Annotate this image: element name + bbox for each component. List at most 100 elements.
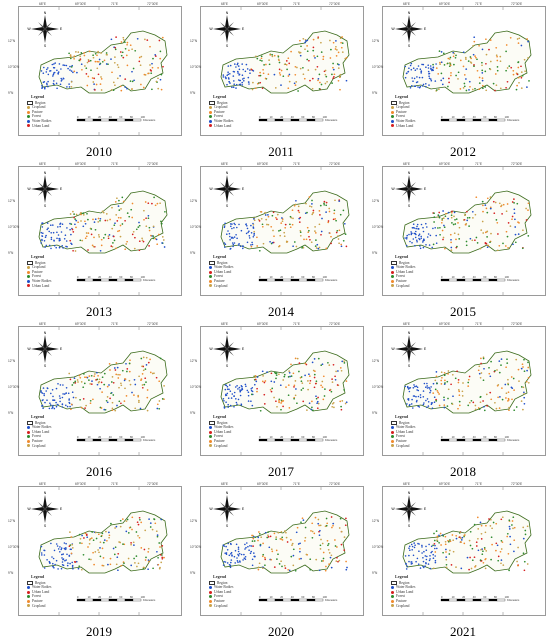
- legend-item: Cropland: [209, 444, 233, 449]
- land-use-point: [264, 558, 267, 561]
- water-point: [58, 246, 61, 249]
- legend-item: Pasture: [209, 599, 233, 604]
- land-use-point: [514, 233, 517, 236]
- land-use-point: [311, 199, 313, 202]
- map-legend: Legend Region Water Bodies Urban Land Forest…: [209, 254, 233, 288]
- land-use-point: [126, 370, 128, 373]
- land-use-point: [115, 214, 118, 216]
- land-use-point: [116, 77, 119, 80]
- scale-tick-label: 20: [462, 595, 465, 599]
- water-point: [66, 405, 69, 408]
- land-use-point: [344, 402, 347, 405]
- land-use-point: [88, 539, 91, 541]
- land-use-point: [119, 217, 122, 219]
- land-use-point: [257, 566, 260, 569]
- water-point: [230, 237, 233, 239]
- land-use-point: [276, 213, 279, 216]
- land-use-point: [288, 62, 291, 65]
- land-use-point: [104, 408, 107, 411]
- land-use-point: [126, 64, 129, 67]
- land-use-point: [256, 376, 259, 378]
- land-use-point: [260, 57, 263, 60]
- land-use-point: [518, 380, 520, 382]
- water-point: [247, 231, 249, 234]
- land-use-point: [133, 544, 135, 546]
- land-use-point: [156, 535, 159, 538]
- land-use-point: [474, 87, 476, 90]
- land-use-point: [70, 85, 73, 88]
- water-point: [61, 564, 64, 566]
- land-use-point: [111, 401, 114, 404]
- land-use-point: [289, 223, 291, 226]
- land-use-point: [468, 568, 470, 571]
- legend-item: Pasture: [209, 279, 233, 284]
- legend-swatch: [209, 595, 212, 599]
- scale-tick-label: 20: [280, 115, 283, 119]
- longitude-label: 68°E: [221, 2, 228, 6]
- land-use-point: [293, 397, 295, 400]
- water-point: [427, 64, 429, 66]
- land-use-point: [342, 239, 345, 242]
- scale-tick-label: 0: [259, 595, 261, 599]
- map-legend: Legend Region Water Bodies Urban Land Forest…: [209, 414, 233, 449]
- land-use-point: [295, 245, 298, 248]
- land-use-point: [432, 557, 435, 560]
- scale-tick-label: 10: [270, 595, 273, 599]
- land-use-point: [334, 378, 337, 381]
- land-use-point: [463, 85, 466, 88]
- land-use-point: [518, 81, 520, 84]
- land-use-point: [122, 36, 125, 39]
- water-point: [424, 555, 427, 557]
- land-use-point: [481, 79, 484, 82]
- land-use-point: [311, 522, 314, 525]
- land-use-point: [480, 362, 482, 365]
- water-point: [60, 231, 63, 233]
- water-point: [416, 225, 418, 228]
- land-use-point: [114, 222, 116, 225]
- land-use-point: [261, 380, 264, 383]
- water-point: [57, 234, 60, 236]
- scale-tick-label: 0: [77, 115, 79, 119]
- water-point: [247, 394, 250, 397]
- land-use-point: [139, 518, 141, 521]
- water-point: [45, 390, 47, 392]
- land-use-point: [282, 405, 284, 408]
- land-use-point: [328, 210, 331, 213]
- scale-tick-label: 80: [130, 435, 133, 439]
- land-use-point: [138, 399, 140, 402]
- legend-item: Region: [27, 100, 51, 106]
- map-panel-2015: N S W E 0 10 20 40 60 80 100 Kilometers 68°E 69°30'E 7…: [372, 162, 546, 296]
- land-use-point: [315, 558, 318, 561]
- land-use-point: [521, 74, 524, 77]
- land-use-point: [447, 211, 450, 214]
- land-use-point: [333, 209, 336, 212]
- land-use-point: [135, 531, 138, 533]
- land-use-point: [84, 532, 87, 535]
- land-use-point: [80, 63, 83, 66]
- legend-item: Pasture: [391, 599, 415, 604]
- water-point: [240, 553, 243, 556]
- land-use-point: [461, 390, 464, 393]
- land-use-point: [137, 395, 140, 398]
- land-use-point: [161, 545, 164, 547]
- land-use-point: [334, 375, 336, 378]
- legend-swatch: [391, 604, 394, 608]
- land-use-point: [160, 518, 163, 521]
- water-point: [428, 77, 431, 80]
- scale-tick-label: 0: [77, 435, 79, 439]
- land-use-point: [291, 542, 294, 545]
- legend-swatch: [27, 599, 30, 603]
- land-use-point: [99, 541, 102, 544]
- water-point: [222, 76, 225, 78]
- land-use-point: [485, 38, 487, 41]
- land-use-point: [314, 57, 316, 59]
- land-use-point: [163, 556, 165, 559]
- land-use-point: [330, 235, 332, 238]
- land-use-point: [322, 551, 325, 554]
- land-use-point: [323, 202, 325, 205]
- land-use-point: [109, 218, 111, 221]
- legend-swatch: [209, 105, 212, 109]
- land-use-point: [436, 389, 439, 392]
- land-use-point: [292, 548, 295, 551]
- legend-label: Water Bodies: [396, 425, 416, 430]
